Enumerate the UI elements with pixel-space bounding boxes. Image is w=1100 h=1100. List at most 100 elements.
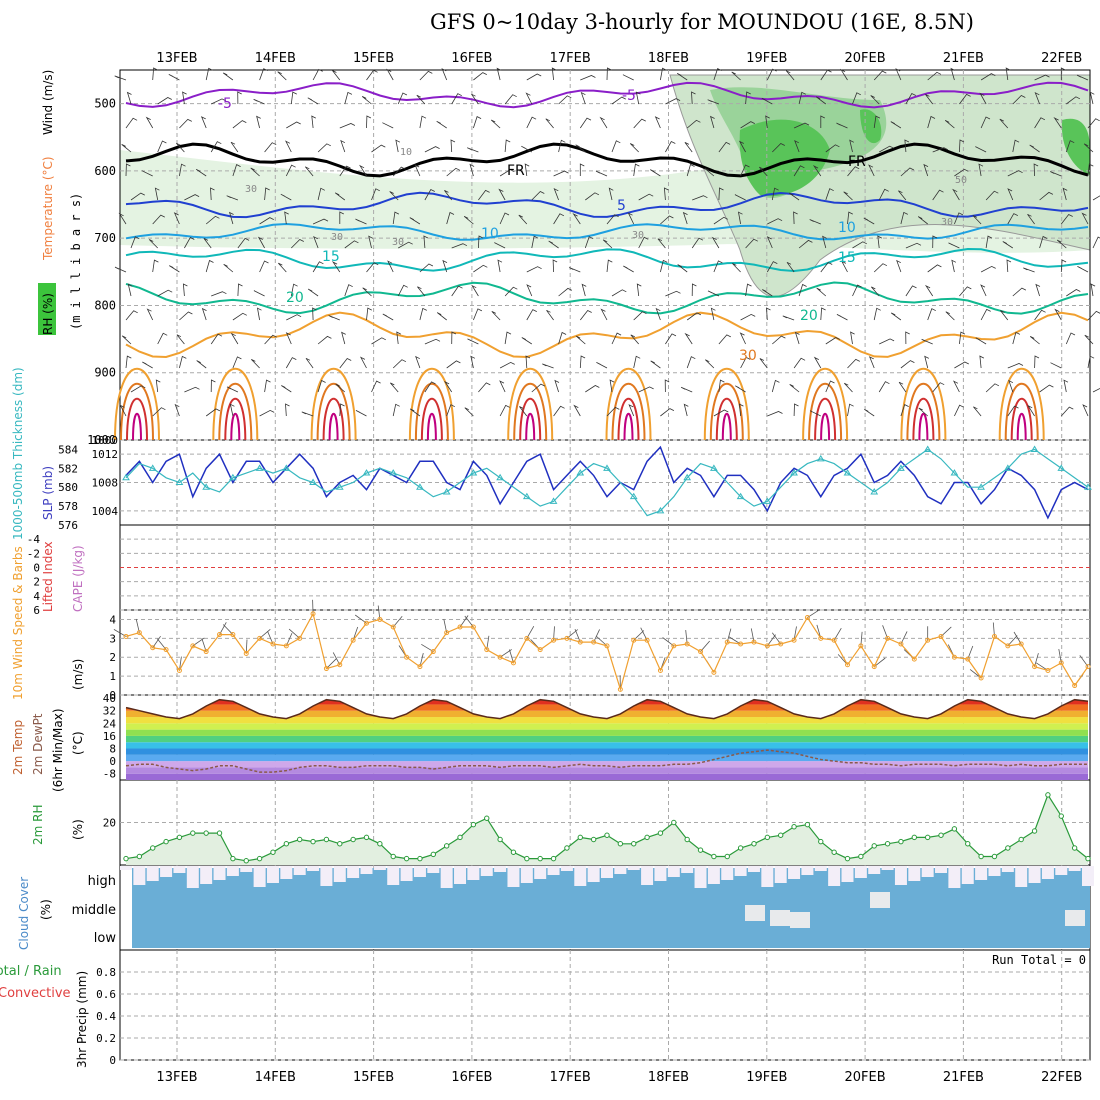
cloud-high-gap (641, 866, 654, 885)
wind-barb (526, 309, 537, 321)
wind-barb (195, 168, 207, 177)
temp-band (126, 735, 1088, 743)
wind-barb (959, 93, 971, 105)
wind-barb (205, 408, 221, 417)
surface-temp-contour (316, 382, 351, 441)
wind-barb (718, 379, 725, 393)
wind-barb (371, 188, 380, 201)
wind-barb (301, 411, 314, 417)
wind-barb (307, 288, 319, 297)
cloud-level-label: middle (72, 903, 116, 918)
date-label-top: 21FEB (943, 51, 984, 66)
rh-point (390, 853, 396, 860)
slp-tick-label: 1000 (92, 434, 119, 447)
wind-barb (793, 357, 806, 369)
wind-barb (786, 261, 795, 273)
wind-barb (397, 92, 408, 105)
wind-barb (1008, 379, 1014, 393)
wind-barb (608, 187, 614, 201)
cloud-middle-gap (1065, 910, 1085, 926)
wind-barb (366, 115, 372, 129)
lifted-index-label: Lifted Index (41, 541, 55, 612)
wind-barb (146, 308, 154, 321)
wind-barb (114, 75, 127, 81)
wind-barb (196, 360, 207, 369)
rh-point (871, 843, 877, 849)
surface-temp-contour (426, 413, 437, 441)
rh-contour-label: 30 (245, 184, 257, 195)
wind-barb (905, 242, 922, 249)
wind-barb (665, 290, 681, 297)
wind-barb (332, 70, 341, 81)
wind-barb (490, 119, 501, 129)
wind-barb (264, 379, 271, 393)
temp-line (125, 698, 1089, 720)
wind-barb (606, 214, 619, 225)
wind-barb (222, 72, 234, 81)
cloud-high-gap (627, 866, 640, 870)
wind-barb (409, 408, 421, 417)
wind-barb (683, 403, 689, 417)
wind-barb (868, 164, 875, 177)
wind-barb (264, 187, 270, 201)
wind-speed-point (190, 643, 196, 649)
cloud-middle-gap (770, 910, 790, 926)
lifted-tick-label: 6 (33, 604, 40, 617)
wind-barb (210, 187, 215, 201)
thickness-marker (816, 454, 825, 462)
wind-barb (518, 214, 528, 225)
surface-temp-contour (709, 382, 744, 441)
wind-speed-point (644, 637, 650, 643)
isotherm-label: FR (848, 154, 866, 170)
wind-barb (738, 140, 746, 153)
wind-barb (446, 211, 455, 225)
thickness-tick-label: 584 (58, 443, 78, 456)
wind-barb (152, 407, 166, 417)
wind-barb (553, 187, 559, 201)
wind-barb (307, 97, 319, 105)
wind-barb (446, 167, 461, 177)
rh-point (323, 836, 330, 843)
wind-barb (606, 259, 613, 273)
wind-barb (581, 283, 587, 297)
date-label-bottom: 20FEB (845, 1070, 886, 1085)
wind-barb (446, 360, 461, 369)
wind-barb (174, 403, 180, 417)
wind-barb (788, 192, 800, 201)
wind-barb (232, 120, 247, 129)
rh-point (777, 832, 784, 838)
wind-speed-point (1072, 683, 1078, 689)
wind-barb (203, 238, 212, 249)
wind-barb (1077, 266, 1089, 273)
wind-barb (820, 307, 826, 321)
cloud-middle-gap (790, 912, 810, 928)
wind-speed-point (684, 641, 690, 647)
wind-barb (184, 194, 200, 201)
wind-barb (954, 212, 964, 225)
wind-barb (499, 212, 510, 225)
wind-barb (917, 216, 928, 225)
wind-speed-point (430, 649, 436, 655)
wind-barb (491, 311, 501, 321)
wind-barb (451, 331, 457, 345)
wind-speed-point (751, 639, 757, 645)
surface-temp-contour (519, 397, 542, 441)
wind-barb (745, 238, 758, 249)
thickness-marker (335, 483, 344, 490)
wind-barb (419, 70, 433, 81)
cloud-high-gap (747, 866, 760, 872)
wind-barb (558, 331, 567, 345)
wind-barb (596, 362, 608, 369)
wind-barb (820, 261, 833, 273)
rh-point (644, 834, 650, 841)
cloud-high-gap (961, 866, 974, 884)
rh-point (136, 853, 143, 860)
wind-barb (978, 163, 984, 177)
wind-barb (979, 92, 987, 105)
rh-point (1005, 845, 1011, 851)
wind-speed-point (350, 637, 356, 643)
wind-speed-point (1018, 641, 1024, 647)
wind-barb (311, 115, 316, 129)
isotherm-line (125, 281, 1089, 315)
